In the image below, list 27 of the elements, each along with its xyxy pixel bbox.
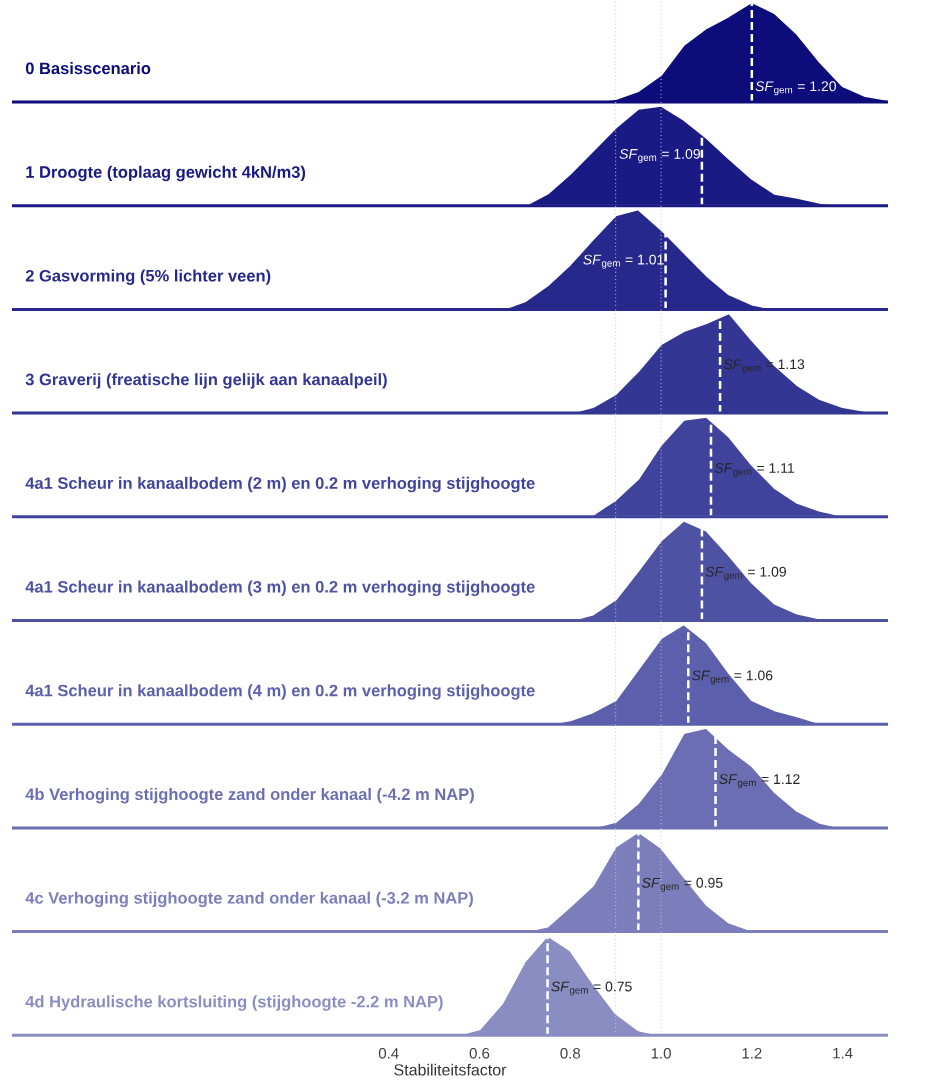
x-axis-title: Stabiliteitsfactor (394, 1063, 507, 1076)
x-tick-label: 1.4 (833, 1048, 853, 1059)
text: 4b Verhoging stijghoogte zand onder kanaal (-4.2 m NAP) (25, 787, 474, 804)
x-tick-label: 0.8 (560, 1048, 581, 1059)
text: 4a1 Scheur in kanaalbodem (3 m) en 0.2 m verhoging stijghoogte (25, 580, 535, 596)
ref-line-label: SF$_{gem}$ = 0.75 (551, 981, 632, 996)
ref-line-label: SF$_{gem}$ = 1.20 (755, 81, 837, 96)
ref-line-label: SF$_{gem}$ = 1.13 (723, 359, 805, 374)
ref-line-label: SF$_{gem}$ = 1.01 (583, 254, 664, 269)
x-tick-label: 0.4 (378, 1048, 399, 1059)
ref-line-label: SF$_{gem}$ = 1.11 (714, 463, 794, 478)
text: 2 Gasvorming (5% lichter veen) (25, 269, 271, 285)
text: 4a1 Scheur in kanaalbodem (4 m) en 0.2 m verhoging stijghoogte (25, 684, 535, 700)
x-tick-label: 0.6 (469, 1048, 490, 1059)
ref-line-label: SF$_{gem}$ = 1.12 (719, 774, 800, 789)
ref-line-label: SF$_{gem}$ = 1.09 (619, 148, 700, 163)
text: 0 Basisscenario (25, 62, 151, 75)
text: 4c Verhoging stijghoogte zand onder kanaal (-3.2 m NAP) (25, 891, 473, 908)
ref-line-label: SF$_{gem}$ = 1.09 (705, 566, 786, 581)
x-tick-label: 1.2 (742, 1048, 762, 1059)
ref-line-label: SF$_{gem}$ = 1.06 (691, 670, 773, 685)
text: 3 Graverij (freatische lijn gelijk aan kanaalpeil) (25, 373, 387, 389)
text: 4d Hydraulische kortsluiting (stijghoogte -2.2 m NAP) (25, 995, 443, 1011)
x-tick-label: 1.0 (651, 1048, 671, 1059)
text: 4a1 Scheur in kanaalbodem (2 m) en 0.2 m verhoging stijghoogte (25, 476, 535, 493)
ref-line-label: SF$_{gem}$ = 0.95 (642, 877, 723, 892)
text: 1 Droogte (toplaag gewicht 4kN/m3) (26, 165, 306, 182)
